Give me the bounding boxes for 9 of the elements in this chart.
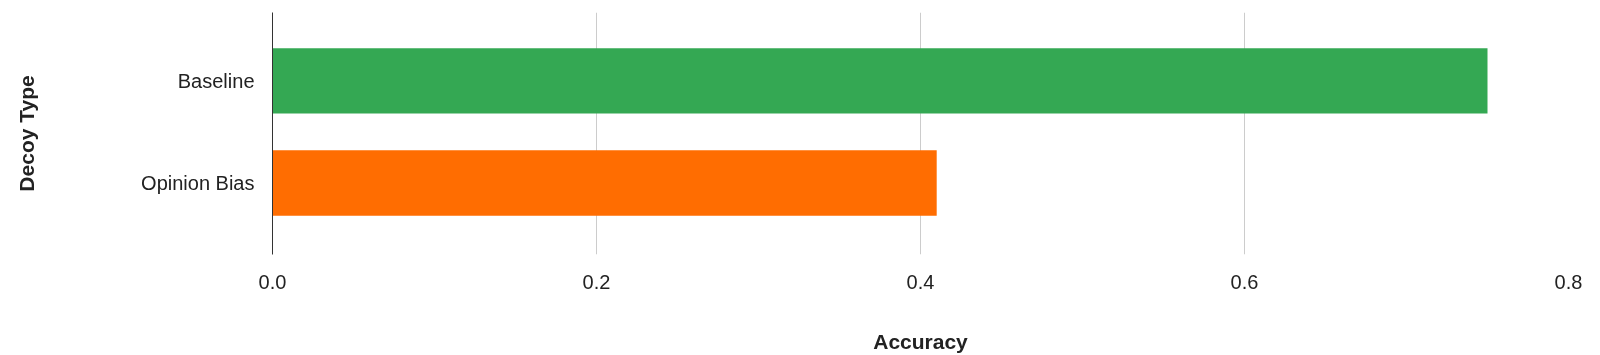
x-tick-label: 0.6 <box>1230 270 1259 293</box>
x-tick-label: 0.8 <box>1554 270 1583 293</box>
x-tick-label: 0.0 <box>258 270 287 293</box>
y-tick-label: Baseline <box>177 69 255 92</box>
y-tick-label: Opinion Bias <box>141 172 255 195</box>
x-tick-label: 0.4 <box>906 270 935 293</box>
x-axis-title: Accuracy <box>873 329 969 353</box>
y-axis-title: Decoy Type <box>15 75 39 192</box>
x-tick-label: 0.2 <box>582 270 611 293</box>
